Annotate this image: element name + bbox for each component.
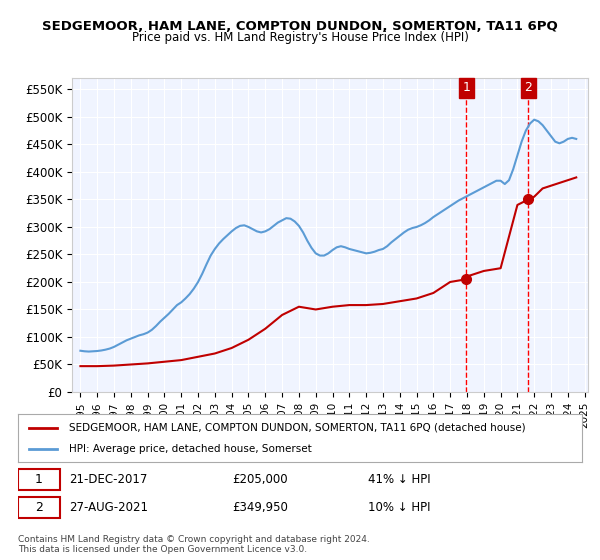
Text: 21-DEC-2017: 21-DEC-2017 — [69, 473, 147, 486]
Text: SEDGEMOOR, HAM LANE, COMPTON DUNDON, SOMERTON, TA11 6PQ (detached house): SEDGEMOOR, HAM LANE, COMPTON DUNDON, SOM… — [69, 423, 526, 433]
FancyBboxPatch shape — [18, 469, 60, 490]
Text: 2: 2 — [524, 81, 532, 94]
Text: HPI: Average price, detached house, Somerset: HPI: Average price, detached house, Some… — [69, 444, 311, 454]
Text: 1: 1 — [463, 81, 470, 94]
Text: 1: 1 — [35, 473, 43, 486]
Text: Price paid vs. HM Land Registry's House Price Index (HPI): Price paid vs. HM Land Registry's House … — [131, 31, 469, 44]
Text: 10% ↓ HPI: 10% ↓ HPI — [368, 501, 430, 514]
Text: SEDGEMOOR, HAM LANE, COMPTON DUNDON, SOMERTON, TA11 6PQ: SEDGEMOOR, HAM LANE, COMPTON DUNDON, SOM… — [42, 20, 558, 32]
FancyBboxPatch shape — [18, 497, 60, 518]
Text: 27-AUG-2021: 27-AUG-2021 — [69, 501, 148, 514]
Text: £205,000: £205,000 — [232, 473, 288, 486]
Text: 41% ↓ HPI: 41% ↓ HPI — [368, 473, 430, 486]
Text: Contains HM Land Registry data © Crown copyright and database right 2024.
This d: Contains HM Land Registry data © Crown c… — [18, 535, 370, 554]
Text: £349,950: £349,950 — [232, 501, 288, 514]
Text: 2: 2 — [35, 501, 43, 514]
